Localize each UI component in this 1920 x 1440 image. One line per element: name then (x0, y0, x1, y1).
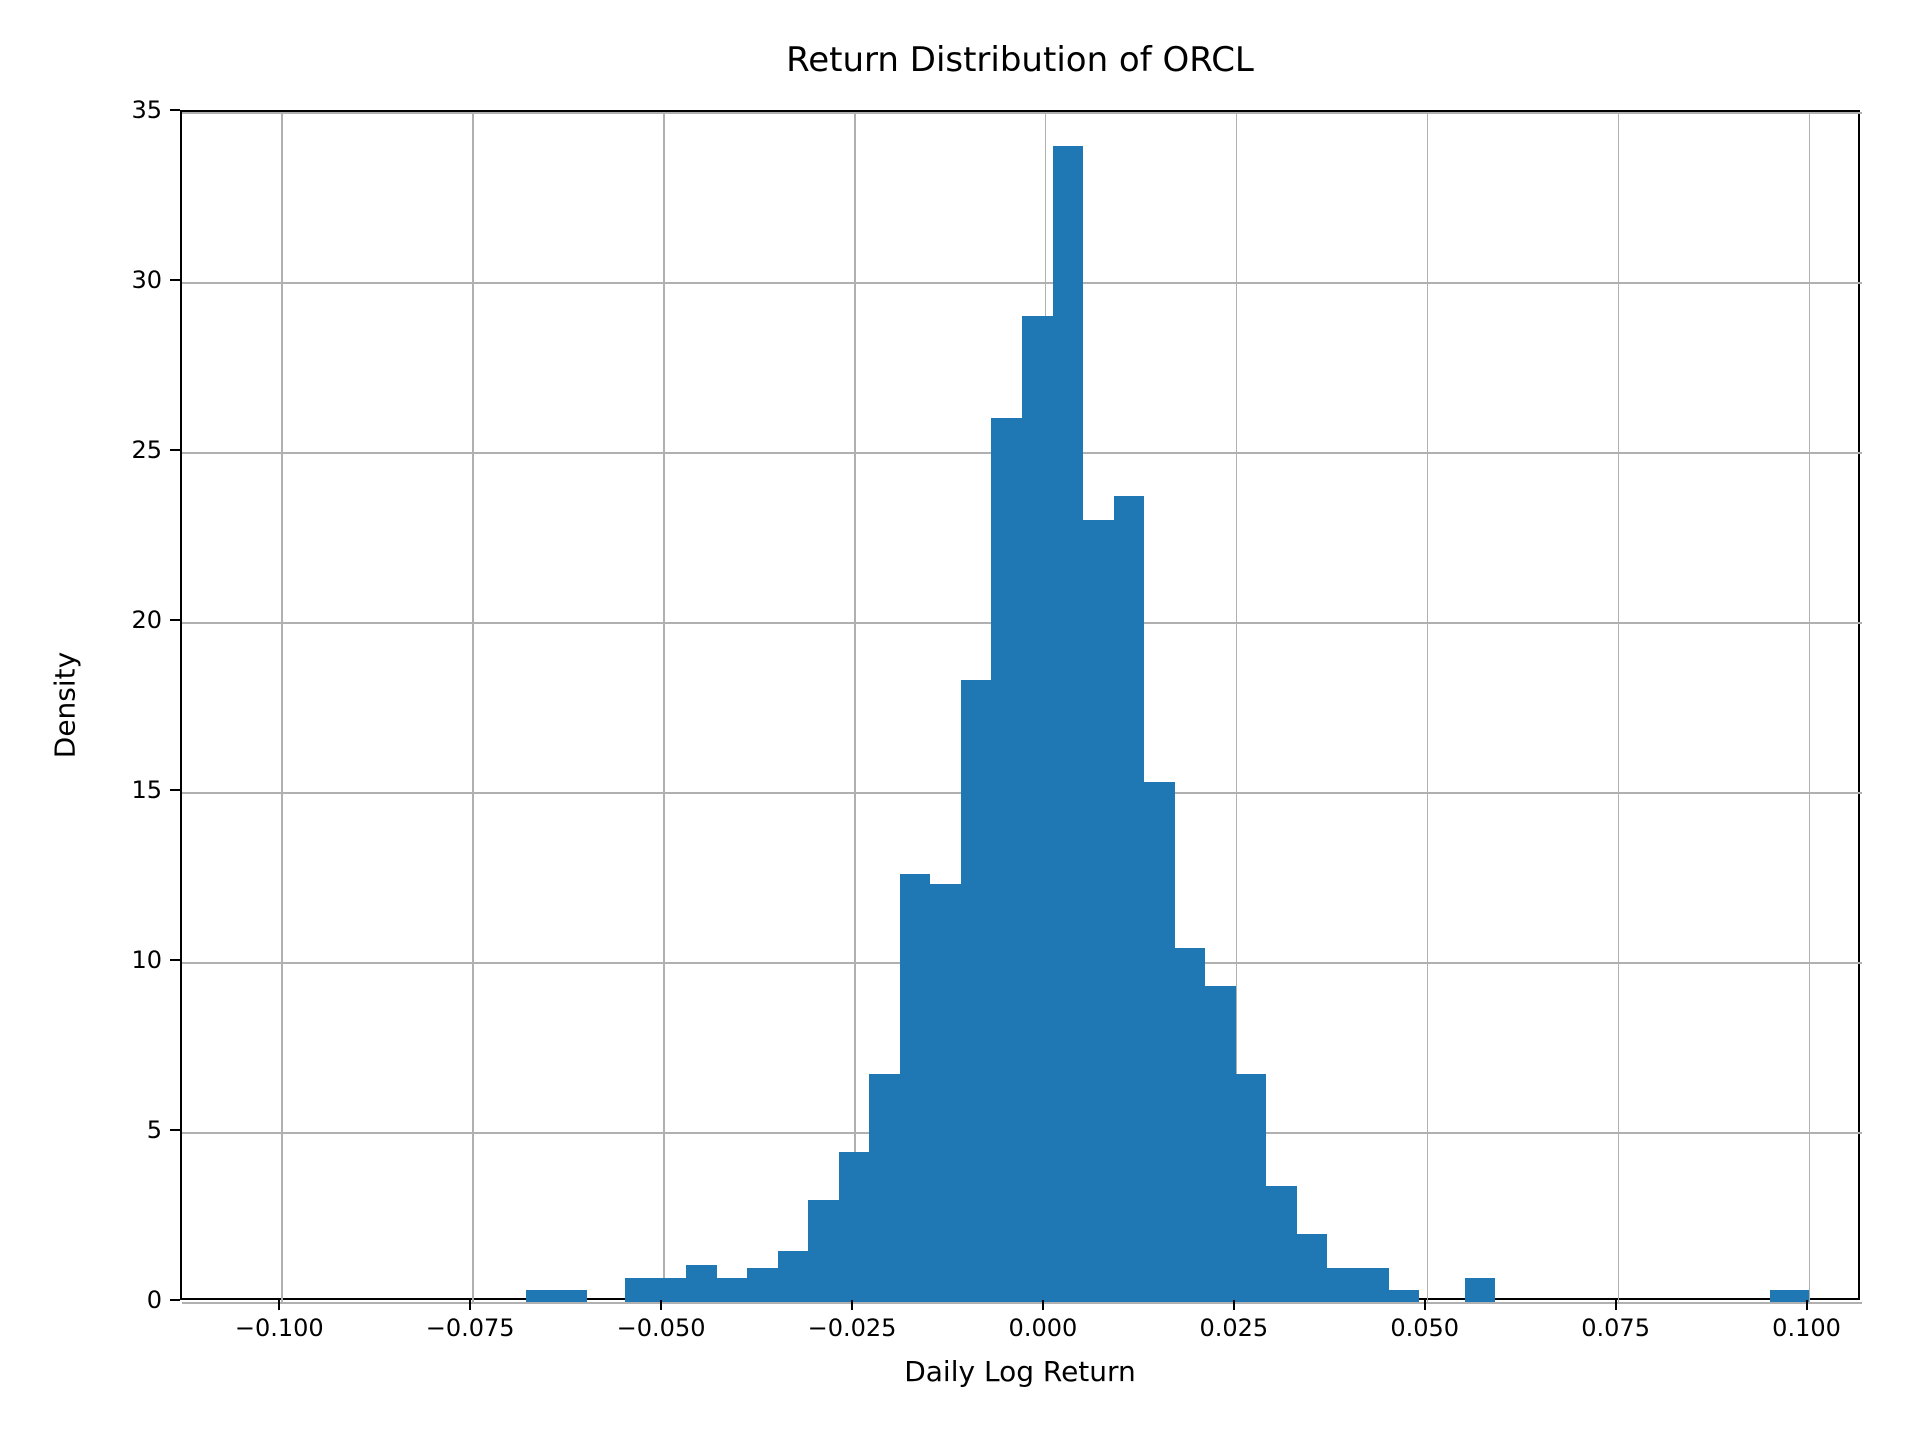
x-tick-label: 0.075 (1581, 1314, 1650, 1342)
histogram-bar (839, 1152, 870, 1302)
x-tick (469, 1300, 471, 1310)
grid-line-vertical (663, 112, 665, 1302)
y-tick (170, 1129, 180, 1131)
x-tick-label: 0.000 (1009, 1314, 1078, 1342)
y-tick (170, 1299, 180, 1301)
histogram-bar (1327, 1268, 1358, 1302)
y-tick-label: 5 (147, 1116, 162, 1144)
y-tick (170, 619, 180, 621)
x-tick-label: 0.100 (1772, 1314, 1841, 1342)
y-tick (170, 109, 180, 111)
histogram-bar (625, 1278, 656, 1302)
grid-line-horizontal (182, 112, 1862, 114)
grid-line-vertical (1618, 112, 1620, 1302)
x-axis-label: Daily Log Return (904, 1355, 1136, 1388)
histogram-bar (1022, 316, 1053, 1302)
x-tick (1042, 1300, 1044, 1310)
chart-title: Return Distribution of ORCL (786, 40, 1254, 80)
histogram-bar (1465, 1278, 1496, 1302)
y-tick (170, 449, 180, 451)
x-tick (1806, 1300, 1808, 1310)
x-tick (1615, 1300, 1617, 1310)
y-tick (170, 959, 180, 961)
histogram-bar (1266, 1186, 1297, 1302)
y-tick-label: 25 (131, 436, 162, 464)
histogram-bar (686, 1265, 717, 1302)
grid-line-vertical (1427, 112, 1429, 1302)
histogram-bar (1114, 496, 1145, 1302)
histogram-bar (961, 680, 992, 1302)
x-tick-label: −0.075 (426, 1314, 515, 1342)
histogram-bar (991, 418, 1022, 1302)
histogram-bar (1358, 1268, 1389, 1302)
histogram-bar (1053, 146, 1084, 1302)
x-tick (851, 1300, 853, 1310)
y-tick-label: 10 (131, 946, 162, 974)
x-tick (1233, 1300, 1235, 1310)
y-tick (170, 279, 180, 281)
grid-line-vertical (472, 112, 474, 1302)
histogram-bar (717, 1278, 748, 1302)
histogram-bar (526, 1290, 557, 1302)
y-tick-label: 20 (131, 606, 162, 634)
y-tick-label: 30 (131, 266, 162, 294)
y-tick-label: 35 (131, 96, 162, 124)
x-tick (278, 1300, 280, 1310)
y-tick (170, 789, 180, 791)
y-axis-label: Density (49, 652, 82, 758)
histogram-bar (1175, 948, 1206, 1302)
x-tick-label: −0.100 (235, 1314, 324, 1342)
histogram-bar (930, 884, 961, 1302)
x-tick-label: −0.025 (808, 1314, 897, 1342)
y-tick-label: 15 (131, 776, 162, 804)
histogram-bar (900, 874, 931, 1302)
grid-line-vertical (854, 112, 856, 1302)
x-tick-label: 0.050 (1390, 1314, 1459, 1342)
x-tick-label: −0.050 (617, 1314, 706, 1342)
histogram-bar (1205, 986, 1236, 1302)
histogram-bar (1389, 1290, 1420, 1302)
y-tick-label: 0 (147, 1286, 162, 1314)
histogram-bar (1236, 1074, 1267, 1302)
histogram-bar (1770, 1290, 1808, 1302)
x-tick-label: 0.025 (1199, 1314, 1268, 1342)
plot-area (180, 110, 1860, 1300)
histogram-bar (1297, 1234, 1328, 1302)
grid-line-horizontal (182, 282, 1862, 284)
histogram-bar (1083, 520, 1114, 1302)
histogram-bar (556, 1290, 587, 1302)
histogram-bar (869, 1074, 900, 1302)
histogram-bar (778, 1251, 809, 1302)
x-tick (1424, 1300, 1426, 1310)
grid-line-horizontal (182, 1302, 1862, 1304)
x-tick (660, 1300, 662, 1310)
histogram-bar (747, 1268, 778, 1302)
grid-line-vertical (281, 112, 283, 1302)
grid-line-vertical (1809, 112, 1811, 1302)
histogram-bar (655, 1278, 686, 1302)
histogram-bar (808, 1200, 839, 1302)
histogram-bar (1144, 782, 1175, 1302)
